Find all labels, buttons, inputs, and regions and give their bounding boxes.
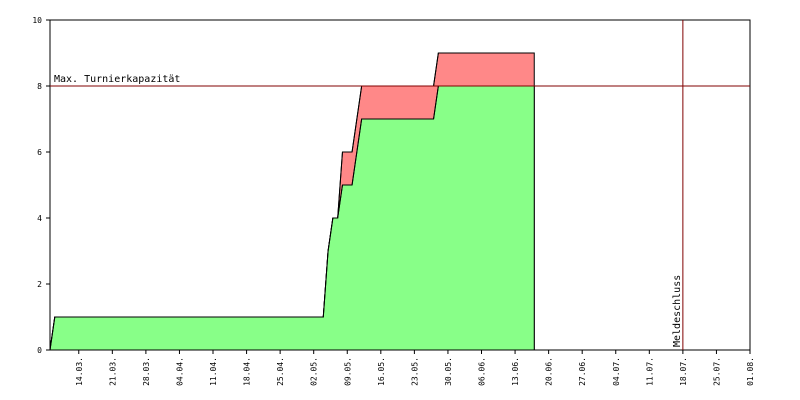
x-tick-label: 25.04. [276,357,285,386]
y-tick-label: 4 [37,214,42,223]
plot-frame [49,19,751,351]
x-tick-label: 18.04. [243,357,252,386]
y-tick-label: 0 [37,346,42,355]
x-tick-label: 13.06. [511,357,520,386]
x-tick-label: 16.05. [377,357,386,386]
x-tick-label: 09.05. [343,357,352,386]
x-tick-label: 23.05. [410,357,419,386]
x-tick-label: 06.06. [478,357,487,386]
y-tick-label: 10 [32,16,42,25]
y-tick-label: 2 [37,280,42,289]
x-tick-label: 04.07. [612,357,621,386]
x-tick-label: 30.05. [444,357,453,386]
x-tick-label: 27.06. [578,357,587,386]
area-fill [49,85,535,351]
x-tick-label: 11.04. [209,357,218,386]
x-tick-label: 11.07. [645,357,654,386]
x-tick-label: 20.06. [545,357,554,386]
y-tick-label: 8 [37,82,42,91]
x-tick-label: 02.05. [310,357,319,386]
area-line [49,85,535,351]
x-tick-label: 01.08. [746,357,755,386]
x-tick-label: 25.07. [712,357,721,386]
x-tick-label: 14.03. [75,357,84,386]
x-tick-label: 04.04. [175,357,184,386]
deadline-label: Meldeschluss [672,275,683,347]
x-tick-label: 28.03. [142,357,151,386]
x-tick-label: 18.07. [679,357,688,386]
x-tick-label: 21.03. [108,357,117,386]
y-tick-label: 6 [37,148,42,157]
capacity-label: Max. Turnierkapazität [54,74,180,85]
